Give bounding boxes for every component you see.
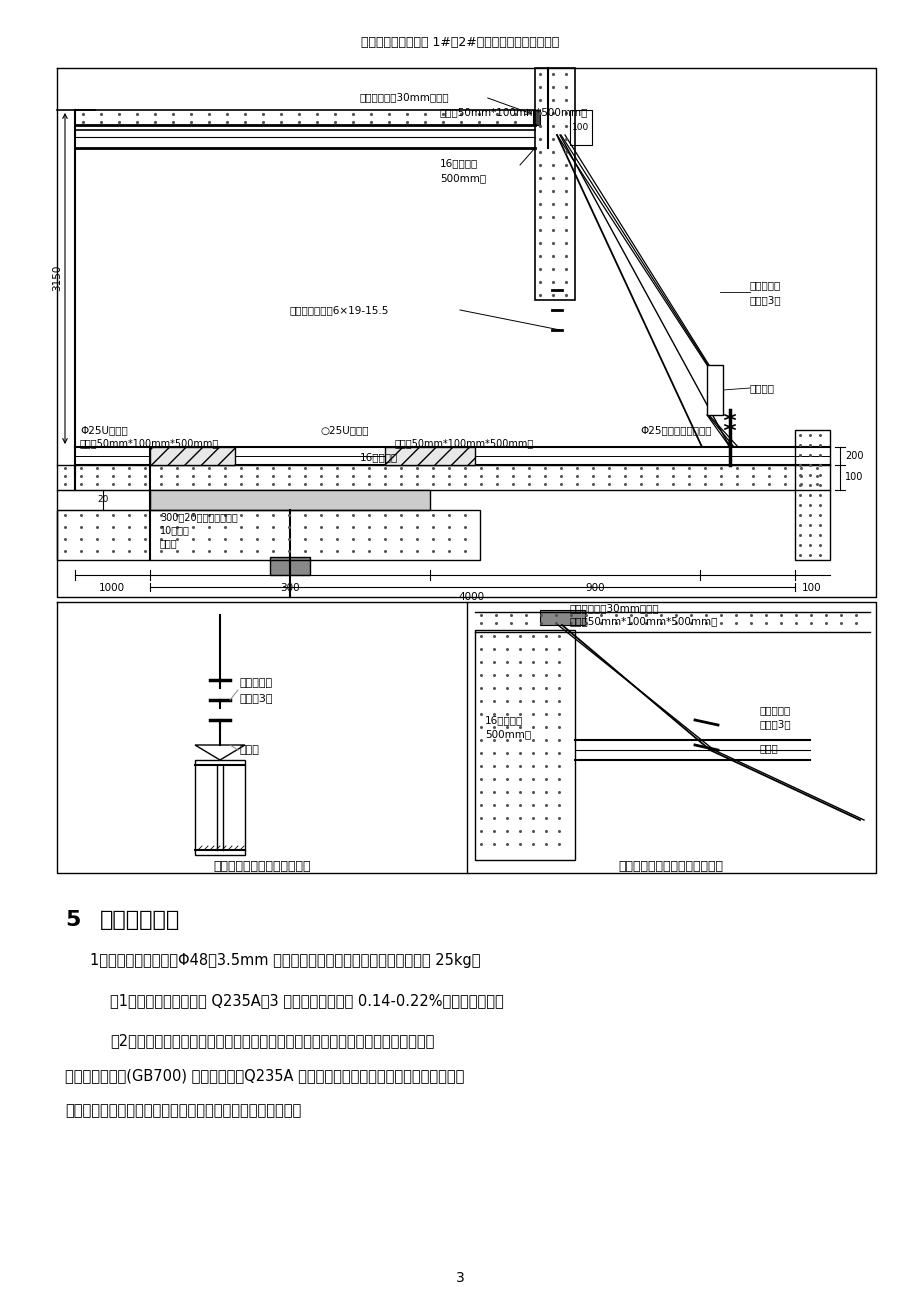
Bar	[474, 630, 574, 861]
Text: ○25U型卡笼: ○25U型卡笼	[320, 424, 369, 435]
Text: 100: 100	[801, 583, 821, 592]
Bar	[269, 557, 310, 575]
Text: Φ25U型卡笼: Φ25U型卡笼	[80, 424, 128, 435]
Text: （2）钓管必须具有产品质量合格证和钓管材质检验报告，材质应符合现行国家标准: （2）钓管必须具有产品质量合格证和钓管材质检验报告，材质应符合现行国家标准	[110, 1032, 434, 1048]
Text: 20: 20	[97, 496, 108, 504]
Text: 300: 300	[280, 583, 300, 592]
Text: 《碳素结构钔》(GB700) 的相应规定。Q235A 钔冶炼方便、成本较低、塑性好，在结构中: 《碳素结构钔》(GB700) 的相应规定。Q235A 钔冶炼方便、成本较低、塑性…	[65, 1068, 464, 1083]
Text: 10厚护垒: 10厚护垒	[160, 525, 189, 535]
Bar	[539, 611, 584, 625]
Text: 木楞（50mm*100mm*500mm）: 木楞（50mm*100mm*500mm）	[439, 107, 588, 117]
Text: 500mm长: 500mm长	[439, 173, 485, 184]
Polygon shape	[195, 745, 244, 760]
Text: 外架材料选用: 外架材料选用	[100, 910, 180, 930]
Text: 斜拉钓丝绳与上部拉环连接示意: 斜拉钓丝绳与上部拉环连接示意	[618, 859, 722, 872]
Bar	[57, 510, 480, 560]
Text: 穿二个直径为30mm的洞口: 穿二个直径为30mm的洞口	[570, 603, 659, 613]
Text: 【合正尚湾新城一期 1#、2#楼型钗悬挙架施工方案】: 【合正尚湾新城一期 1#、2#楼型钗悬挙架施工方案】	[360, 35, 559, 48]
Text: 木楞（50mm*100mm*500mm）: 木楞（50mm*100mm*500mm）	[394, 437, 534, 448]
Text: 16号工字钔: 16号工字钔	[439, 158, 478, 168]
Text: 不少于3道: 不少于3道	[240, 693, 273, 703]
Text: （1）脚手架钓管宜采用 Q235A（3 号）钔（含碳量为 0.14-0.22%）的焊接钓管。: （1）脚手架钓管宜采用 Q235A（3 号）钔（含碳量为 0.14-0.22%）…	[110, 993, 504, 1008]
Bar	[794, 430, 829, 560]
Text: 16号工字钔: 16号工字钔	[484, 715, 523, 725]
Text: 100: 100	[572, 122, 589, 132]
Text: 200: 200	[844, 450, 863, 461]
Text: 双螺帽: 双螺帽	[160, 538, 177, 548]
Bar	[384, 447, 474, 465]
Bar	[706, 365, 722, 415]
Text: 钓丝绳卡笼: 钓丝绳卡笼	[749, 280, 780, 290]
Bar	[150, 490, 429, 510]
Text: 16号工字钔: 16号工字钔	[359, 452, 398, 462]
Text: 不少于3道: 不少于3道	[759, 719, 790, 729]
Text: Φ25钓筋焊于工字钔上: Φ25钓筋焊于工字钔上	[640, 424, 710, 435]
Text: 1000: 1000	[99, 583, 125, 592]
Bar	[570, 109, 591, 145]
Text: 4000: 4000	[459, 592, 484, 602]
Text: 5: 5	[65, 910, 80, 930]
Text: 钓丝绳卡笼: 钓丝绳卡笼	[240, 678, 273, 687]
Text: 钓丝绳型号为：6×19-15.5: 钓丝绳型号为：6×19-15.5	[289, 305, 389, 315]
Text: 500mm长: 500mm长	[484, 729, 530, 740]
Text: 不少于3道: 不少于3道	[749, 296, 781, 305]
Text: 能保证在超载、冲击、焊接、温度应力等不利条件下的安全。: 能保证在超载、冲击、焊接、温度应力等不利条件下的安全。	[65, 1103, 301, 1118]
Bar	[532, 109, 539, 125]
Bar	[150, 447, 234, 465]
Text: 100: 100	[844, 473, 862, 482]
Text: 穿二个直径为30mm的洞口: 穿二个直径为30mm的洞口	[359, 92, 449, 102]
Bar	[195, 760, 244, 855]
Text: 3: 3	[455, 1271, 464, 1285]
Text: 木楞（50mm*100mm*500mm）: 木楞（50mm*100mm*500mm）	[80, 437, 219, 448]
Text: 花篹蝶杆: 花篹蝶杆	[749, 383, 774, 393]
Text: 钓丝绳: 钓丝绳	[759, 743, 777, 753]
Text: 钓丝绳卡笼: 钓丝绳卡笼	[759, 704, 790, 715]
Text: 3150: 3150	[52, 264, 62, 292]
Text: 木楞（50mm*100mm*500mm）: 木楞（50mm*100mm*500mm）	[570, 616, 718, 626]
Bar	[535, 68, 574, 299]
Text: 斜拉钓丝绳与工字钔连接示意: 斜拉钓丝绳与工字钔连接示意	[213, 859, 311, 872]
Text: 300分20厚钓板通长设置: 300分20厚钓板通长设置	[160, 512, 237, 522]
Text: 钓丝绳: 钓丝绳	[240, 745, 259, 755]
Text: 900: 900	[584, 583, 604, 592]
Text: 1、外脚手架搭设选用Φ48（3.5mm 普通钓管，每根钓管的最大重量不得大于 25kg。: 1、外脚手架搭设选用Φ48（3.5mm 普通钓管，每根钓管的最大重量不得大于 2…	[90, 953, 480, 967]
